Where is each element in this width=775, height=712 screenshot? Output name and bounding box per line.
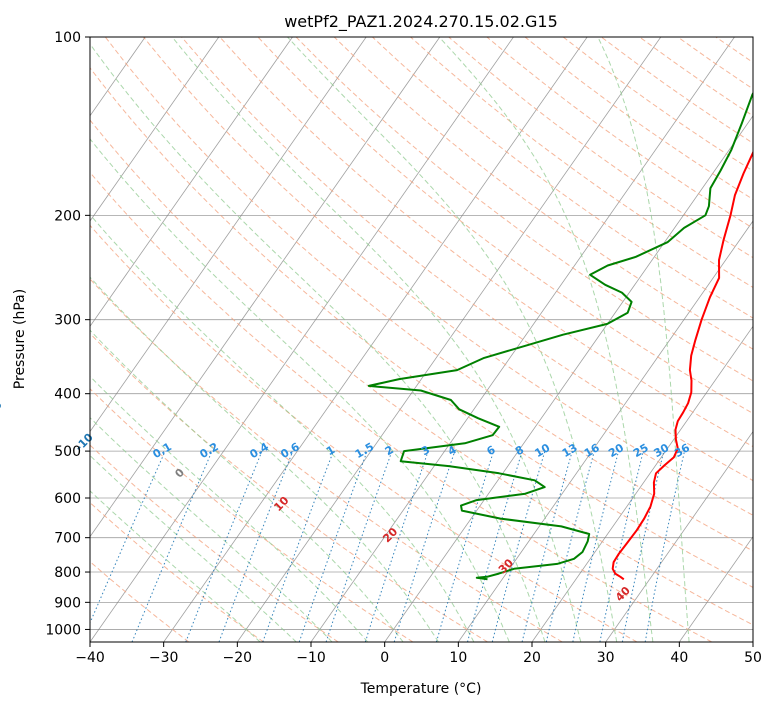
mixing-ratio-line — [492, 451, 545, 642]
dry-adiabat-line — [105, 37, 775, 642]
y-axis-label: Pressure (hPa) — [12, 289, 28, 389]
x-tick-label: 30 — [597, 650, 615, 666]
dry-adiabat-line — [0, 37, 189, 642]
isotherm-line — [90, 37, 514, 642]
mixing-ratio-label: 0.2 — [197, 440, 220, 461]
isotherm-line — [164, 37, 588, 642]
dry-adiabat-line — [678, 37, 775, 642]
mixing-ratio-line — [365, 451, 428, 642]
y-tick-label: 700 — [54, 531, 81, 547]
mixing-ratio-line — [299, 451, 367, 642]
dry-adiabat-line — [411, 37, 775, 642]
isotherm-line — [385, 37, 775, 642]
plot-frame — [90, 37, 753, 642]
dry-adiabat-label: -20 — [0, 398, 5, 421]
y-tick-label: 500 — [54, 444, 81, 460]
dry-adiabat-line — [640, 37, 775, 642]
moist-adiabat-line — [0, 37, 296, 642]
mixing-ratio-label: 20 — [606, 441, 626, 460]
isotherm-line — [237, 37, 661, 642]
x-tick-label: −30 — [149, 650, 179, 666]
mixing-ratio-line — [622, 451, 663, 642]
y-tick-label: 300 — [54, 313, 81, 329]
dry-adiabat-line — [334, 37, 775, 642]
y-tick-label: 600 — [54, 491, 81, 507]
moist-adiabat-line — [288, 37, 617, 642]
mixing-ratio-label: 2 — [383, 443, 396, 458]
y-tick-label: 800 — [54, 565, 81, 581]
dry-adiabat-line — [0, 37, 264, 642]
x-tick-label: 50 — [744, 650, 762, 666]
x-tick-label: 0 — [380, 650, 389, 666]
mixing-ratio-label: 10 — [532, 441, 552, 460]
moist-adiabat-line — [0, 37, 403, 642]
isotherm-line — [0, 37, 72, 642]
isotherm-line — [0, 37, 219, 642]
mixing-ratio-line — [82, 451, 165, 642]
dry-adiabat-line — [0, 37, 413, 642]
isotherm-line — [16, 37, 440, 642]
dry-adiabat-label: 40 — [613, 584, 633, 604]
dry-adiabat-line — [0, 37, 712, 642]
x-tick-label: 10 — [449, 650, 467, 666]
mixing-ratio-label: 6 — [484, 443, 497, 458]
line-labels: 0.10.20.40.611.52346810131620253036-100-… — [0, 67, 692, 604]
y-tick-label: 900 — [54, 595, 81, 611]
mixing-ratio-line — [600, 451, 643, 642]
chart-title: wetPf2_PAZ1.2024.270.15.02.G15 — [284, 12, 558, 32]
x-tick-label: 40 — [670, 650, 688, 666]
mixing-ratio-label: 13 — [560, 441, 580, 460]
mixing-ratio-line — [326, 451, 392, 642]
dry-adiabat-line — [449, 37, 775, 642]
moist-adiabat-line — [0, 37, 368, 642]
y-tick-label: 200 — [54, 208, 81, 224]
dry-adiabat-line — [754, 37, 775, 642]
y-tick-label: 400 — [54, 387, 81, 403]
dry-adiabat-line — [487, 37, 775, 642]
y-tick-label: 1000 — [45, 622, 81, 638]
dry-adiabat-line — [601, 37, 775, 642]
mixing-ratio-line — [263, 451, 334, 642]
isotherm-line — [0, 37, 366, 642]
dry-adiabat-line — [372, 37, 775, 642]
y-tick-label: 100 — [54, 30, 81, 46]
moist-adiabat-line — [17, 37, 509, 642]
dry-adiabat-line — [144, 37, 775, 642]
x-tick-label: −10 — [296, 650, 326, 666]
moist-adiabat-line — [598, 37, 689, 642]
mixing-ratio-label: 1 — [324, 443, 337, 458]
dry-adiabat-line — [0, 37, 488, 642]
isotherm-line — [458, 37, 775, 642]
x-tick-label: −20 — [223, 650, 253, 666]
dry-adiabat-line — [716, 37, 775, 642]
dry-adiabat-label: 0 — [172, 466, 187, 481]
x-tick-label: 20 — [523, 650, 541, 666]
mixing-ratio-label: 36 — [672, 441, 692, 460]
x-tick-label: −40 — [75, 650, 105, 666]
x-axis-label: Temperature (°C) — [360, 681, 482, 697]
background-lines — [0, 37, 775, 642]
dry-adiabat-line — [258, 37, 775, 642]
isotherm-line — [679, 37, 775, 642]
mixing-ratio-label: 0.1 — [151, 440, 174, 461]
dry-adiabat-line — [0, 37, 338, 642]
mixing-ratio-line — [573, 451, 619, 642]
mixing-ratio-label: 1.5 — [353, 440, 376, 461]
isotherm-line — [606, 37, 775, 642]
isotherm-line — [753, 37, 775, 642]
moist-adiabat-line — [0, 37, 438, 642]
mixing-ratio-line — [436, 451, 493, 642]
dry-adiabat-line — [182, 37, 775, 642]
mixing-ratio-label: 0.6 — [278, 440, 302, 461]
moist-adiabat-line — [0, 37, 332, 642]
mixing-ratio-label: 16 — [582, 441, 602, 460]
mixing-ratio-label: 25 — [631, 441, 651, 460]
mixing-ratio-label: 30 — [652, 441, 672, 460]
isotherm-line — [311, 37, 735, 642]
mixing-ratio-line — [645, 451, 684, 642]
mixing-ratio-label: 3 — [419, 443, 432, 458]
